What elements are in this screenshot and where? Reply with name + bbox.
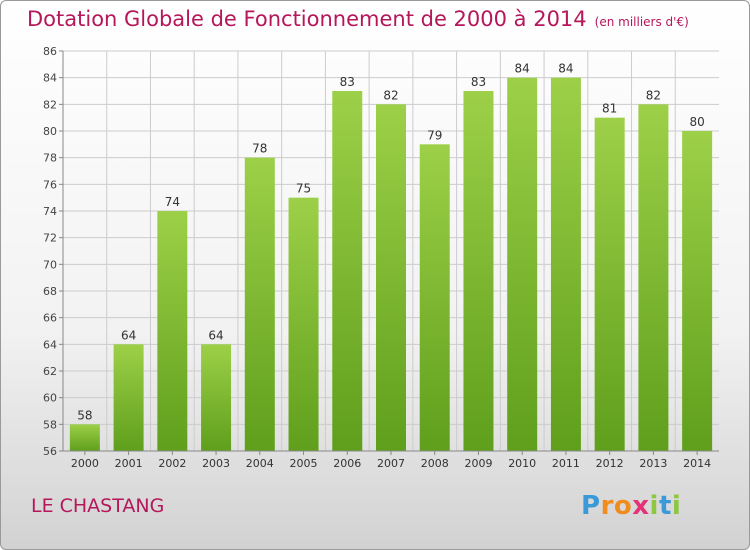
bar-2006 [332,91,363,451]
logo-letter: P [581,491,601,521]
x-tick-label: 2008 [421,457,449,470]
y-tick-label: 70 [43,258,57,271]
x-tick-label: 2007 [377,457,405,470]
axis-layer: 56 58 60 62 64 66 68 70 72 74 76 78 80 82 84 86 2000 2001… [43,45,719,470]
commune-name: LE CHASTANG [31,495,165,517]
bar-2001 [113,344,144,451]
bar-2004 [244,157,275,451]
bar-2003 [201,344,232,451]
x-tick-label: 2001 [115,457,143,470]
y-tick-label: 78 [43,152,57,165]
x-tick-label: 2006 [333,457,361,470]
y-tick-label: 80 [43,125,57,138]
bar-2000 [69,424,100,451]
bar-value-label: 84 [515,62,530,76]
y-tick-label: 58 [43,418,57,431]
bar-value-label: 74 [165,195,180,209]
logo-letter: o [613,491,633,521]
bar-2009 [463,91,494,451]
x-tick-label: 2011 [552,457,580,470]
bar-value-label: 58 [77,408,92,422]
logo-letter: r [600,491,614,521]
bar-value-label: 79 [427,128,442,142]
y-tick-label: 76 [43,178,57,191]
y-tick-label: 64 [43,338,57,351]
bar-2012 [594,117,625,452]
x-tick-label: 2005 [290,457,318,470]
bar-value-label: 82 [383,88,398,102]
bar-value-label: 80 [689,115,704,129]
bar-2013 [638,104,669,451]
bar-value-label: 64 [121,328,136,342]
bar-2007 [376,104,406,451]
y-tick-label: 86 [43,45,57,58]
x-tick-label: 2000 [71,457,99,470]
y-tick-label: 74 [43,205,57,218]
y-tick-label: 84 [43,72,57,85]
bar-layer: 58 64 74 64 78 75 83 82 79 83 84 84 81 82 80 [69,62,713,452]
x-tick-label: 2004 [246,457,274,470]
bar-2002 [157,211,188,451]
bar-value-label: 83 [471,75,486,89]
bar-value-label: 83 [340,75,355,89]
y-tick-label: 82 [43,98,57,111]
x-tick-label: 2003 [202,457,230,470]
chart-title-unit: (en milliers d'€) [594,15,689,29]
logo-letter: t [658,491,672,521]
x-tick-label: 2014 [683,457,711,470]
x-tick-label: 2012 [596,457,624,470]
y-tick-label: 72 [43,232,57,245]
bar-value-label: 81 [602,102,617,116]
bar-2014 [682,131,713,451]
bar-value-label: 64 [208,328,223,342]
bar-value-label: 82 [646,88,661,102]
logo-letter: i [671,491,682,521]
bar-2008 [419,144,450,452]
bar-2010 [507,77,538,452]
bar-value-label: 84 [558,62,573,76]
logo-letter: i [649,491,659,521]
chart-title-main: Dotation Globale de Fonctionnement de 20… [27,7,587,31]
y-tick-label: 60 [43,392,57,405]
x-tick-label: 2013 [639,457,667,470]
x-tick-label: 2010 [508,457,536,470]
bar-value-label: 78 [252,142,267,156]
x-tick-label: 2002 [158,457,186,470]
y-tick-label: 68 [43,285,57,298]
x-tick-label: 2009 [464,457,492,470]
proxiti-logo: Proxiti [581,491,681,521]
bar-2005 [288,197,319,451]
y-tick-label: 66 [43,312,57,325]
logo-letter: x [632,491,650,521]
y-tick-label: 62 [43,365,57,378]
bar-value-label: 75 [296,182,311,196]
y-tick-label: 56 [43,445,57,458]
chart-title: Dotation Globale de Fonctionnement de 20… [27,7,689,31]
bar-2011 [550,77,581,452]
